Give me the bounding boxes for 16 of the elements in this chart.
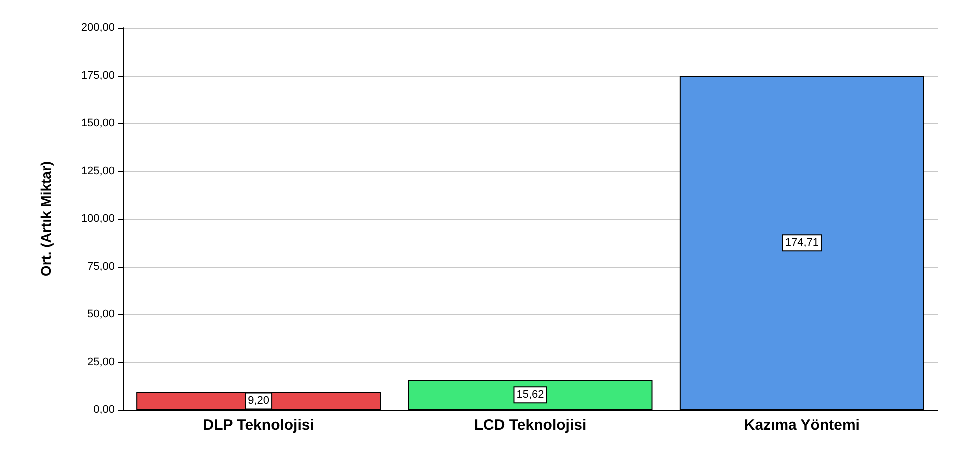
y-tick-label: 175,00 [81, 70, 115, 82]
y-tick-label: 125,00 [81, 165, 115, 178]
x-tick-label: DLP Teknolojisi [203, 417, 314, 434]
y-tick-label: 100,00 [81, 213, 115, 225]
y-tick-label: 75,00 [87, 260, 115, 273]
y-tick-label: 50,00 [87, 308, 115, 320]
y-tick-label: 25,00 [87, 356, 115, 368]
y-tick-label: 0,00 [94, 404, 115, 416]
y-tick-label: 150,00 [81, 118, 115, 130]
data-label: 15,62 [516, 389, 544, 402]
x-tick-label: LCD Teknolojisi [474, 417, 587, 434]
y-axis-title: Ort. (Artık Miktar) [38, 161, 54, 277]
data-label: 9,20 [248, 395, 270, 408]
y-tick-label: 200,00 [81, 22, 115, 34]
data-label: 174,71 [785, 237, 819, 250]
x-tick-label: Kazıma Yöntemi [744, 417, 860, 434]
